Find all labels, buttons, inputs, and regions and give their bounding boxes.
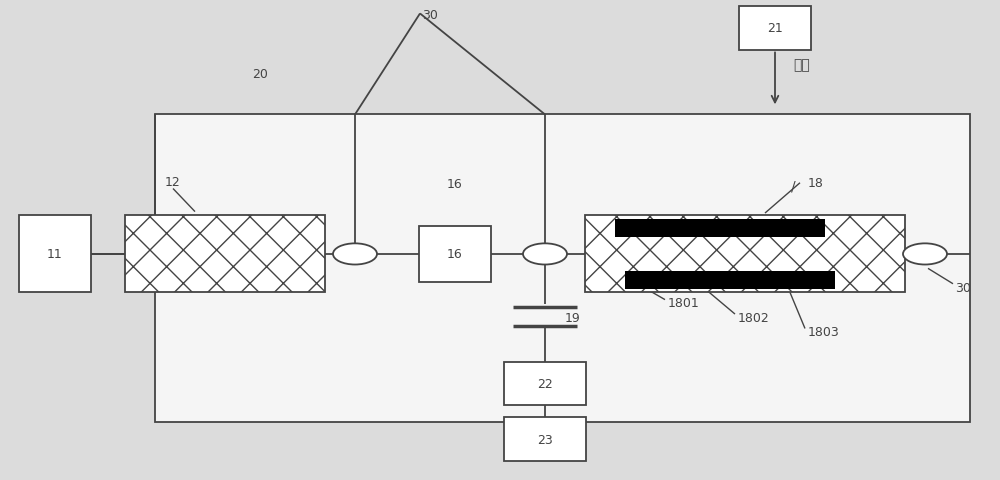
Bar — [615, 219, 825, 238]
Circle shape — [523, 244, 567, 265]
Text: /: / — [791, 179, 795, 193]
Text: 20: 20 — [252, 68, 268, 81]
Bar — [125, 216, 325, 293]
Text: 23: 23 — [537, 432, 553, 446]
Text: 30: 30 — [955, 281, 971, 295]
Circle shape — [333, 244, 377, 265]
Text: 1802: 1802 — [738, 311, 770, 324]
Text: 19: 19 — [565, 311, 581, 324]
Text: 18: 18 — [808, 177, 824, 190]
Text: 22: 22 — [537, 377, 553, 391]
Bar — [19, 216, 91, 293]
Bar — [155, 115, 970, 422]
Bar — [739, 7, 811, 50]
Bar — [585, 216, 905, 293]
Bar — [419, 227, 491, 282]
Text: 1801: 1801 — [668, 297, 700, 310]
Bar — [625, 271, 835, 289]
Bar — [504, 362, 586, 406]
Text: 16: 16 — [447, 248, 463, 261]
Text: 12: 12 — [165, 175, 181, 188]
Text: 16: 16 — [447, 177, 463, 191]
Text: 光孔: 光孔 — [793, 58, 810, 72]
Text: 30: 30 — [422, 9, 438, 23]
Text: 1803: 1803 — [808, 325, 840, 339]
Text: 21: 21 — [767, 22, 783, 36]
Circle shape — [903, 244, 947, 265]
Bar — [504, 418, 586, 461]
Text: 11: 11 — [47, 248, 63, 261]
